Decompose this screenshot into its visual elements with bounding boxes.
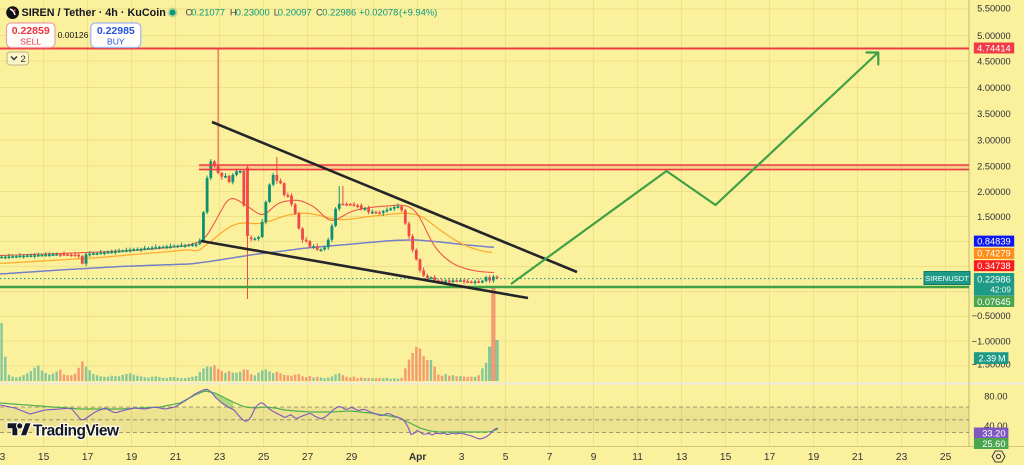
svg-text:23: 23 bbox=[214, 452, 226, 463]
svg-text:−1.50000: −1.50000 bbox=[972, 360, 1011, 370]
svg-text:5.50000: 5.50000 bbox=[977, 3, 1011, 13]
svg-text:13: 13 bbox=[676, 452, 688, 463]
svg-text:27: 27 bbox=[302, 452, 314, 463]
svg-text:7: 7 bbox=[547, 452, 553, 463]
svg-text:21: 21 bbox=[170, 452, 182, 463]
svg-text:2: 2 bbox=[21, 54, 26, 65]
svg-text:17: 17 bbox=[82, 452, 94, 463]
svg-text:19: 19 bbox=[808, 452, 820, 463]
svg-text:Apr: Apr bbox=[409, 452, 427, 463]
svg-text:15: 15 bbox=[38, 452, 50, 463]
svg-text:0.23000: 0.23000 bbox=[236, 6, 270, 17]
svg-text:L: L bbox=[274, 6, 279, 17]
svg-text:21: 21 bbox=[852, 452, 864, 463]
svg-text:O: O bbox=[186, 6, 193, 17]
svg-text:25: 25 bbox=[258, 452, 270, 463]
svg-text:SELL: SELL bbox=[20, 37, 41, 47]
svg-text:0.74279: 0.74279 bbox=[977, 249, 1011, 259]
svg-text:19: 19 bbox=[126, 452, 138, 463]
svg-text:(+9.94%): (+9.94%) bbox=[399, 6, 437, 17]
svg-text:80.00: 80.00 bbox=[984, 391, 1007, 401]
svg-text:0.22985: 0.22985 bbox=[97, 25, 135, 37]
svg-text:40.00: 40.00 bbox=[984, 421, 1007, 431]
svg-text:−1.00000: −1.00000 bbox=[972, 336, 1011, 346]
svg-text:3.50000: 3.50000 bbox=[977, 109, 1011, 119]
svg-text:3: 3 bbox=[459, 452, 465, 463]
svg-text:+0.02078: +0.02078 bbox=[359, 6, 398, 17]
svg-text:5: 5 bbox=[503, 452, 509, 463]
svg-text:5.00000: 5.00000 bbox=[977, 31, 1011, 41]
svg-text:0.34738: 0.34738 bbox=[977, 261, 1011, 271]
svg-text:2.50000: 2.50000 bbox=[977, 161, 1011, 171]
svg-text:25.60: 25.60 bbox=[982, 439, 1005, 449]
svg-text:4.74414: 4.74414 bbox=[977, 43, 1011, 53]
svg-text:0.00126: 0.00126 bbox=[58, 30, 89, 40]
svg-text:SIREN / Tether · 4h · KuCoin: SIREN / Tether · 4h · KuCoin bbox=[22, 7, 166, 19]
svg-text:1.50000: 1.50000 bbox=[977, 212, 1011, 222]
svg-text:0.22986: 0.22986 bbox=[322, 6, 356, 17]
svg-text:29: 29 bbox=[346, 452, 358, 463]
svg-text:11: 11 bbox=[632, 452, 643, 463]
svg-text:H: H bbox=[230, 6, 237, 17]
svg-text:9: 9 bbox=[591, 452, 597, 463]
svg-text:2.00000: 2.00000 bbox=[977, 187, 1011, 197]
svg-text:3.00000: 3.00000 bbox=[977, 135, 1011, 145]
svg-text:25: 25 bbox=[940, 452, 952, 463]
svg-text:0.07645: 0.07645 bbox=[977, 297, 1011, 307]
svg-text:BUY: BUY bbox=[107, 37, 125, 47]
svg-text:15: 15 bbox=[720, 452, 732, 463]
svg-text:17: 17 bbox=[764, 452, 776, 463]
svg-text:TradingView: TradingView bbox=[33, 423, 120, 440]
svg-text:4.00000: 4.00000 bbox=[977, 83, 1011, 93]
svg-text:4.50000: 4.50000 bbox=[977, 56, 1011, 66]
svg-text:−0.50000: −0.50000 bbox=[972, 311, 1011, 321]
svg-text:2.39 M: 2.39 M bbox=[979, 354, 1006, 364]
svg-text:33.20: 33.20 bbox=[982, 428, 1005, 438]
svg-text:0.21077: 0.21077 bbox=[191, 6, 225, 17]
svg-text:0.22859: 0.22859 bbox=[12, 25, 50, 37]
svg-text:0.20097: 0.20097 bbox=[278, 6, 312, 17]
svg-text:42:09: 42:09 bbox=[990, 284, 1011, 294]
svg-text:C: C bbox=[316, 6, 323, 17]
svg-text:0.84839: 0.84839 bbox=[977, 236, 1011, 246]
svg-text:0.22986: 0.22986 bbox=[977, 275, 1011, 285]
svg-text:23: 23 bbox=[896, 452, 908, 463]
svg-text:13: 13 bbox=[0, 452, 6, 463]
svg-text:SIRENUSDT: SIRENUSDT bbox=[925, 274, 969, 283]
